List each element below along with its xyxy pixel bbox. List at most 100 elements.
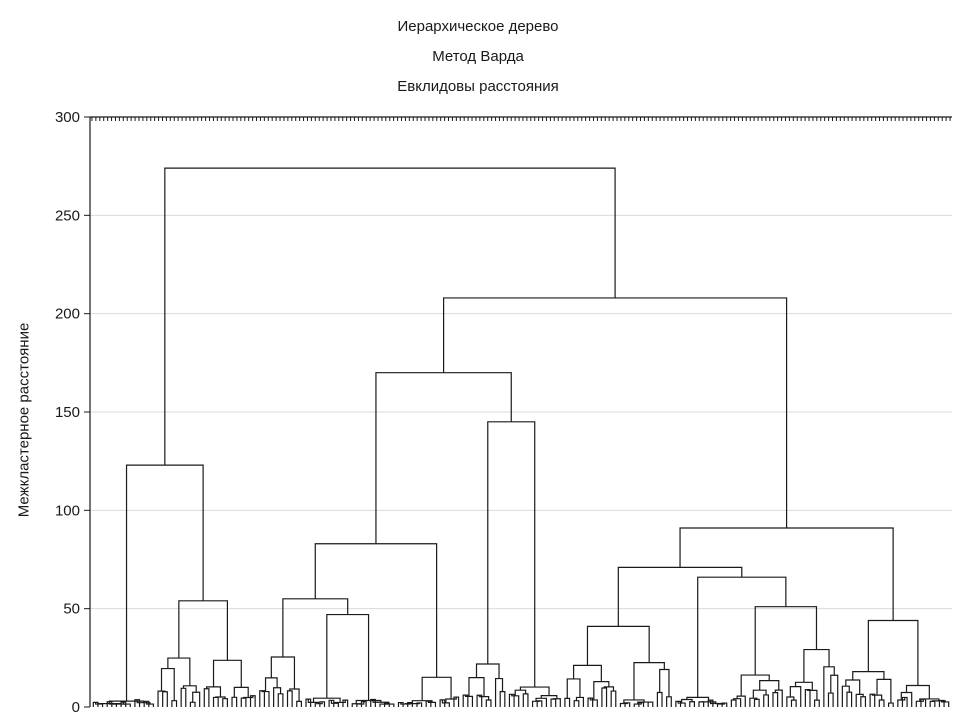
- merge-link: [259, 690, 265, 707]
- merge-link: [125, 464, 204, 702]
- merge-link: [536, 700, 543, 707]
- merge-link: [305, 698, 312, 707]
- merge-link: [400, 702, 411, 705]
- merge-link: [572, 664, 602, 682]
- merge-link: [730, 699, 737, 707]
- merge-link: [171, 700, 178, 707]
- merge-link: [804, 689, 811, 707]
- merge-link: [464, 695, 474, 707]
- merge-link: [900, 691, 913, 707]
- merge-link: [92, 701, 99, 707]
- merge-link: [876, 678, 892, 704]
- merge-link: [499, 691, 506, 707]
- merge-link: [823, 666, 835, 707]
- merge-link: [915, 699, 924, 707]
- merge-link: [675, 700, 682, 707]
- merge-link: [589, 698, 598, 707]
- gridlines: [90, 214, 952, 610]
- merge-link: [721, 702, 728, 707]
- merge-link: [586, 625, 650, 666]
- merge-link: [145, 701, 155, 707]
- merge-link: [878, 699, 885, 707]
- merge-link: [319, 701, 326, 707]
- merge-link: [901, 696, 908, 707]
- merge-link: [774, 689, 783, 707]
- merge-link: [476, 694, 483, 707]
- merge-link: [212, 696, 219, 707]
- merge-link: [566, 678, 581, 699]
- merge-link: [397, 701, 404, 707]
- merge-link: [905, 684, 930, 699]
- merge-link: [205, 686, 222, 697]
- merge-link: [487, 421, 536, 688]
- merge-link: [162, 691, 168, 707]
- merge-link: [427, 701, 437, 707]
- merge-link: [120, 701, 127, 707]
- y-tick-label-250: 250: [55, 207, 80, 224]
- merge-link: [356, 701, 365, 707]
- merge-link: [462, 694, 469, 707]
- merge-link: [763, 694, 769, 707]
- merge-link: [355, 699, 382, 704]
- merge-link: [772, 692, 779, 707]
- merge-link: [624, 702, 631, 707]
- merge-link: [416, 702, 423, 707]
- merge-link: [867, 619, 919, 686]
- merge-link: [478, 695, 490, 700]
- merge-link: [814, 699, 820, 707]
- merge-link: [807, 689, 818, 701]
- merge-link: [270, 656, 296, 689]
- merge-link: [689, 701, 695, 707]
- merge-link: [475, 663, 500, 679]
- merge-link: [754, 606, 818, 676]
- merge-link: [312, 697, 341, 703]
- merge-link: [439, 699, 446, 707]
- merge-link: [531, 700, 541, 707]
- merge-link: [441, 699, 450, 707]
- merge-link: [143, 700, 150, 707]
- merge-link: [619, 702, 628, 707]
- merge-link: [610, 690, 617, 707]
- merge-link: [264, 677, 278, 692]
- merge-link: [681, 698, 693, 704]
- merge-link: [307, 699, 320, 704]
- merge-link: [790, 699, 797, 707]
- merge-link: [277, 693, 284, 707]
- merge-link: [869, 693, 876, 707]
- y-tick-label-200: 200: [55, 306, 80, 323]
- merge-link: [941, 700, 950, 707]
- chart-title-line-2: Метод Варда: [432, 48, 524, 65]
- merge-link: [180, 687, 187, 707]
- merge-link: [827, 692, 834, 707]
- merge-link: [740, 674, 770, 697]
- merge-link: [375, 372, 512, 544]
- merge-link: [261, 690, 270, 707]
- merge-link: [852, 670, 885, 680]
- merge-link: [240, 697, 247, 707]
- merge-link: [157, 690, 166, 707]
- merge-link: [212, 659, 242, 688]
- merge-link: [425, 700, 432, 707]
- merge-link: [647, 701, 654, 707]
- merge-link: [698, 701, 705, 707]
- merge-link: [289, 688, 300, 702]
- merge-link: [273, 687, 282, 707]
- y-tick-label-50: 50: [63, 601, 80, 618]
- merge-link: [830, 674, 839, 707]
- merge-link: [855, 693, 864, 707]
- merge-link: [164, 167, 616, 466]
- merge-link: [231, 696, 238, 707]
- merge-link: [540, 694, 558, 699]
- merge-link: [328, 699, 335, 707]
- merge-link: [296, 700, 302, 707]
- merge-link: [443, 297, 788, 529]
- merge-link: [485, 699, 492, 707]
- merge-link: [736, 695, 746, 707]
- merge-link: [178, 600, 228, 661]
- merge-link: [167, 657, 191, 686]
- merge-link: [871, 694, 883, 700]
- merge-link: [666, 696, 672, 707]
- merge-link: [511, 694, 520, 707]
- merge-link: [677, 701, 686, 707]
- merge-link: [342, 699, 349, 707]
